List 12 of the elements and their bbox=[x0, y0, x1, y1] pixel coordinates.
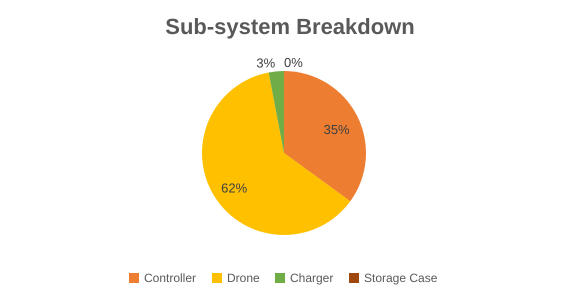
pie-slice bbox=[284, 71, 366, 202]
legend-label: Charger bbox=[290, 271, 334, 285]
legend-label: Drone bbox=[227, 271, 260, 285]
chart-title: Sub-system Breakdown bbox=[165, 14, 415, 39]
data-label: 62% bbox=[221, 180, 248, 196]
data-label: 35% bbox=[324, 122, 350, 138]
text: 0% bbox=[284, 55, 303, 70]
data-label: 3% bbox=[256, 55, 276, 70]
legend-label: Controller bbox=[144, 271, 196, 285]
pie-slice bbox=[268, 71, 284, 153]
pie-slice bbox=[202, 72, 350, 235]
legend-label: Storage Case bbox=[364, 271, 438, 285]
